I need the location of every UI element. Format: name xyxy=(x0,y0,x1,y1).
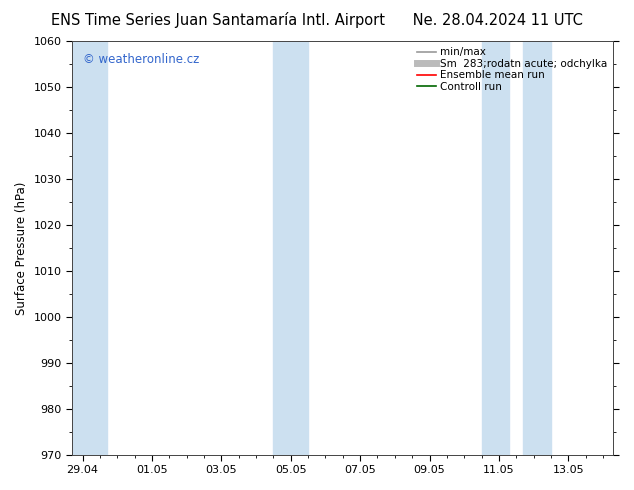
Text: © weatheronline.cz: © weatheronline.cz xyxy=(83,53,199,67)
Bar xyxy=(273,41,308,455)
Bar xyxy=(72,41,107,455)
Bar xyxy=(482,41,509,455)
Y-axis label: Surface Pressure (hPa): Surface Pressure (hPa) xyxy=(15,181,28,315)
Legend: min/max, Sm  283;rodatn acute; odchylka, Ensemble mean run, Controll run: min/max, Sm 283;rodatn acute; odchylka, … xyxy=(414,44,611,95)
Text: ENS Time Series Juan Santamaría Intl. Airport      Ne. 28.04.2024 11 UTC: ENS Time Series Juan Santamaría Intl. Ai… xyxy=(51,12,583,28)
Bar xyxy=(523,41,551,455)
